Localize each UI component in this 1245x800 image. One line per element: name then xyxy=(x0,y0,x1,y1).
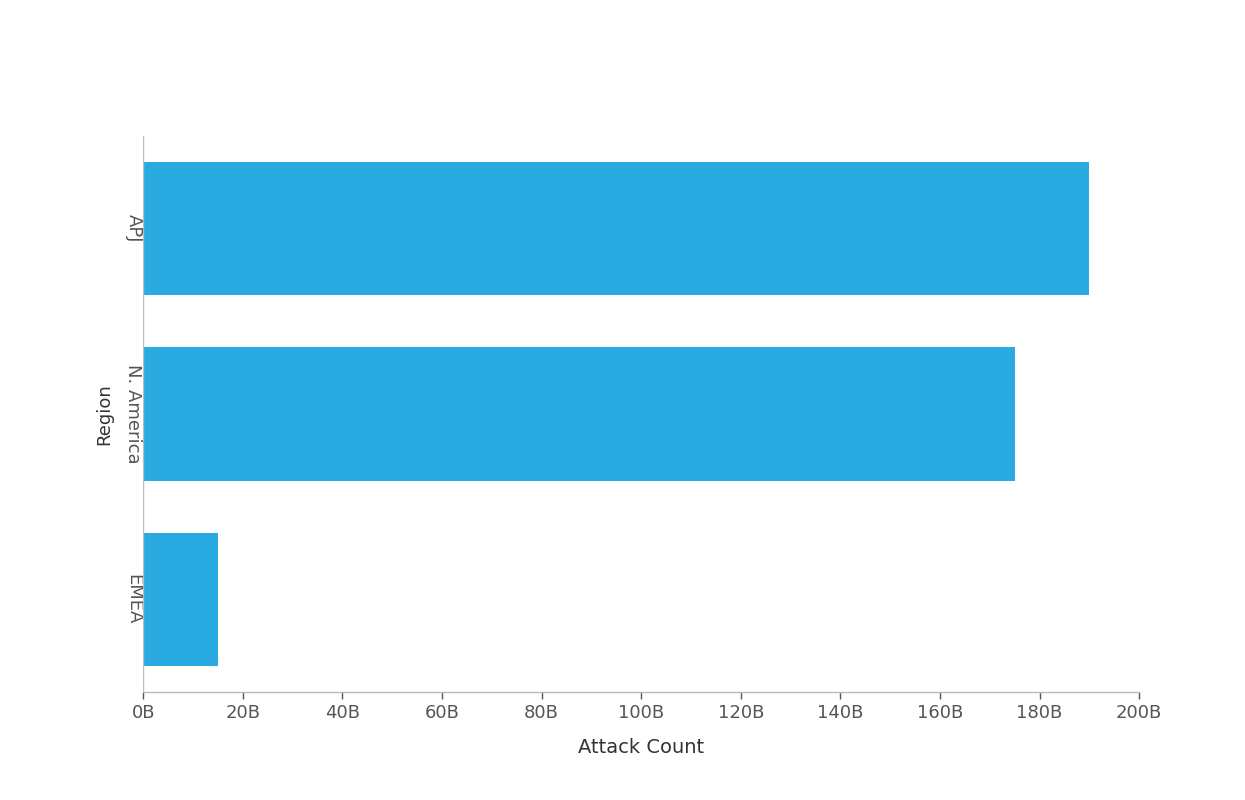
Text: Gaming: Layer 7 DDoS Attacks Per Region: Gaming: Layer 7 DDoS Attacks Per Region xyxy=(27,24,749,54)
X-axis label: Attack Count: Attack Count xyxy=(578,738,705,758)
Bar xyxy=(143,347,1015,481)
Bar xyxy=(143,533,218,666)
Text: January 1, 2023 – June 30, 2024: January 1, 2023 – June 30, 2024 xyxy=(27,74,339,94)
Bar xyxy=(143,162,1089,295)
Y-axis label: Region: Region xyxy=(96,383,113,445)
